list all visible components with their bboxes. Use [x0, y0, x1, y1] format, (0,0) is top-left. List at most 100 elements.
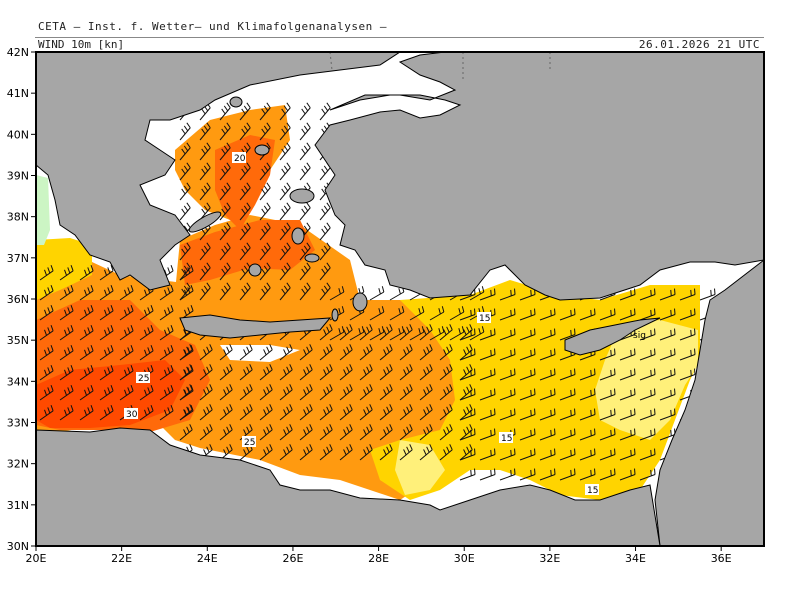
wind-barb-feather	[186, 162, 191, 169]
wind-barb-feather	[309, 444, 313, 450]
land-lesbos	[289, 188, 315, 204]
contour-label-bg	[124, 408, 138, 419]
wind-barb	[479, 394, 496, 401]
wind-barb	[659, 394, 676, 401]
wind-barb	[559, 434, 576, 441]
wind-barb-feather	[441, 326, 445, 333]
wind-barb-feather	[64, 309, 68, 316]
wind-barb-feather	[610, 469, 612, 476]
wind-barb-feather	[534, 308, 536, 315]
y-tick-label: 31N	[7, 499, 29, 512]
wind-barb-feather	[674, 328, 676, 335]
wind-barb-feather	[243, 245, 249, 252]
wind-barb-feather	[289, 344, 293, 350]
wind-barb-feather	[186, 282, 191, 289]
wind-barb-feather	[550, 369, 552, 376]
wind-barb-feather	[241, 248, 246, 255]
wind-barb-feather	[614, 448, 616, 455]
contour-label-bg	[585, 484, 599, 495]
wind-barb-feather	[426, 386, 430, 393]
wind-barb-feather	[261, 188, 266, 195]
wind-barb-feather	[266, 262, 271, 269]
wind-barb-feather	[343, 369, 347, 376]
wind-barb-feather	[386, 346, 390, 353]
wind-barb-feather	[164, 349, 168, 356]
wind-barb-feather	[150, 325, 154, 331]
wind-barb	[479, 454, 496, 461]
wind-barb	[619, 294, 636, 301]
wind-barb-feather	[478, 328, 481, 335]
wind-barb	[469, 291, 485, 301]
wind-barb-feather	[147, 407, 151, 414]
wind-barb-feather	[190, 265, 194, 271]
wind-barb	[639, 314, 656, 321]
wind-barb-feather	[361, 286, 365, 293]
wind-barb-feather	[534, 428, 536, 435]
wind-barb-feather	[326, 426, 330, 433]
wind-barb-feather	[229, 384, 233, 390]
wind-barb-feather	[378, 308, 381, 315]
wind-barb-feather	[469, 384, 473, 390]
wind-barb-feather	[84, 409, 88, 416]
y-tick-label: 35N	[7, 334, 29, 347]
wind-barb-feather	[281, 188, 286, 195]
wind-barb-feather	[223, 225, 229, 232]
wind-barb	[579, 354, 596, 361]
wind-barb-feather	[326, 406, 330, 413]
wind-barb-feather	[650, 469, 652, 476]
wind-barb-feather	[306, 142, 311, 149]
wind-barb-feather	[446, 386, 450, 393]
wind-barb	[499, 474, 516, 481]
wind-barb-feather	[570, 429, 572, 436]
wind-barb-feather	[281, 148, 286, 155]
wind-barb-feather	[403, 349, 407, 356]
wind-barb-feather	[104, 369, 108, 376]
wind-barb-feather	[189, 424, 193, 430]
wind-barb-feather	[429, 344, 433, 350]
wind-barb-feather	[181, 268, 186, 275]
wind-barb-feather	[246, 446, 250, 453]
wind-barb-feather	[654, 288, 656, 295]
wind-barb-feather	[90, 325, 94, 331]
wind-barb-feather	[321, 208, 326, 215]
wind-barb-feather	[303, 165, 309, 172]
wind-barb	[519, 314, 536, 321]
wind-barb	[459, 434, 476, 441]
wind-barb-feather	[554, 468, 556, 475]
wind-barb-feather	[306, 202, 311, 209]
wind-barb-feather	[147, 307, 151, 314]
wind-barb-feather	[323, 245, 329, 252]
wind-band-25-30-central	[180, 220, 315, 285]
calm-gap-south	[220, 345, 300, 362]
wind-barb-feather	[283, 349, 287, 356]
wind-barb-feather	[301, 148, 306, 155]
wind-barb-feather	[634, 428, 636, 435]
wind-barb-feather	[306, 282, 311, 289]
wind-barb-feather	[323, 205, 329, 212]
wind-barb-feather	[183, 329, 187, 336]
wind-barb	[499, 314, 516, 321]
wind-barb-feather	[554, 368, 556, 375]
land-crete	[179, 314, 332, 339]
wind-barb-feather	[423, 389, 427, 396]
wind-barbs	[39, 102, 716, 481]
wind-barb-feather	[189, 404, 193, 410]
wind-barb-feather	[206, 202, 211, 209]
wind-barb-feather	[474, 308, 476, 315]
wind-barb-feather	[594, 308, 596, 315]
wind-barb-feather	[243, 349, 247, 356]
wind-barb-feather	[241, 228, 246, 235]
wind-barb-feather	[514, 308, 516, 315]
wind-barb-feather	[110, 305, 114, 311]
wind-barb-feather	[124, 369, 128, 376]
wind-barb-feather	[281, 168, 286, 175]
wind-barb-feather	[429, 384, 433, 390]
wind-barb-feather	[614, 408, 616, 415]
wind-barb-feather	[341, 306, 345, 313]
wind-barb-feather	[246, 202, 251, 209]
wind-barb-feather	[226, 122, 231, 129]
wind-barb-feather	[221, 268, 226, 275]
wind-barb-feather	[446, 426, 450, 433]
wind-barb	[579, 374, 596, 381]
wind-barb-feather	[383, 449, 387, 456]
